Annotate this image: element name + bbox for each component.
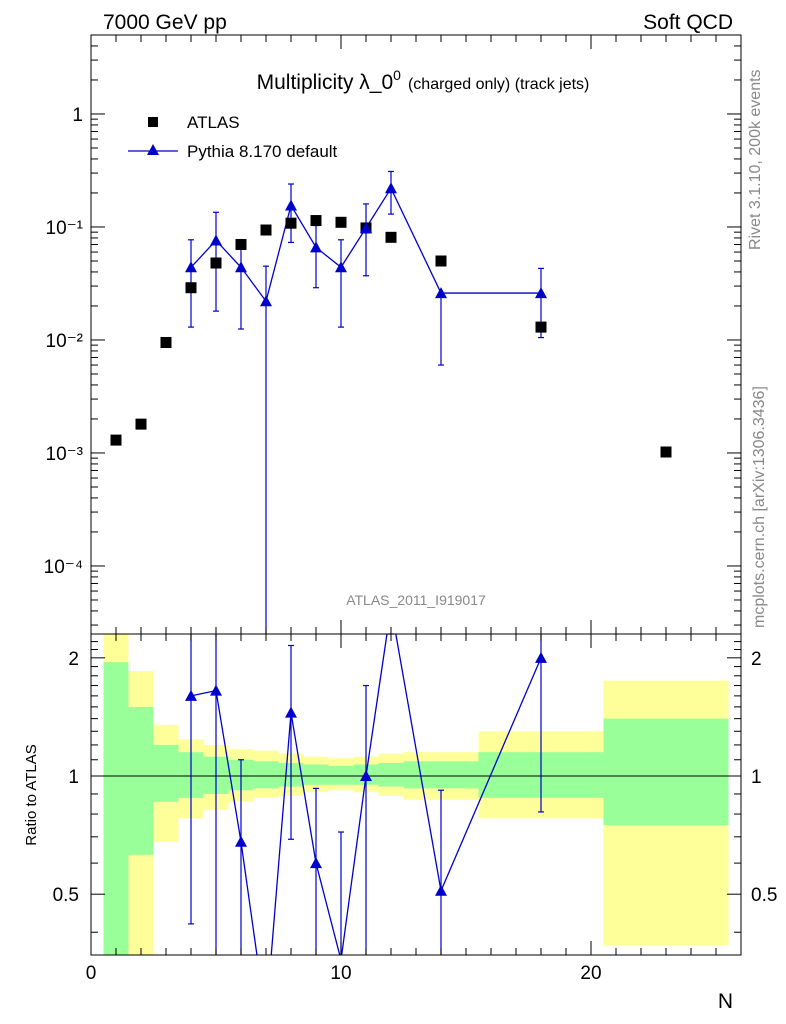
- ratio-y-tick-label-right: 0.5: [751, 885, 777, 906]
- band-inner: [128, 706, 154, 855]
- process-label: Soft QCD: [643, 11, 733, 34]
- mc-data-point: [310, 241, 322, 253]
- band-inner: [378, 762, 404, 787]
- band-inner: [303, 764, 329, 785]
- ratio-data-point: [360, 770, 372, 782]
- chart-title-sub: (charged only) (track jets): [408, 76, 589, 93]
- main-markers: [110, 182, 672, 458]
- mc-data-point: [285, 199, 297, 211]
- mc-errorbars: [188, 170, 544, 634]
- atlas-data-point: [160, 336, 172, 348]
- ratio-data-point: [285, 706, 297, 718]
- atlas-data-point: [185, 282, 197, 294]
- atlas-data-point: [335, 216, 347, 228]
- uncertainty-bands: [103, 634, 729, 955]
- mc-data-point: [435, 287, 447, 299]
- chart-title-sup: 0: [393, 67, 401, 83]
- atlas-data-point: [435, 255, 447, 267]
- mc-data-point: [535, 287, 547, 299]
- ratio-data-point: [310, 857, 322, 869]
- chart-title: Multiplicity λ_00 (charged only) (track j…: [257, 67, 590, 94]
- mc-data-point: [385, 182, 397, 194]
- ratio-y-tick-label: 2: [68, 649, 79, 670]
- atlas-data-point: [235, 238, 247, 250]
- ratio-errorbars: [188, 633, 544, 955]
- ratio-y-tick-label-right: 1: [751, 767, 762, 788]
- chart-title-main: Multiplicity λ_0: [257, 71, 394, 94]
- band-inner: [253, 761, 279, 789]
- mc-data-point: [335, 261, 347, 273]
- main-y-tick-label: 10⁻⁴: [44, 557, 83, 578]
- ratio-frame: [90, 633, 742, 956]
- mc-data-point: [235, 261, 247, 273]
- energy-label: 7000 GeV pp: [103, 11, 227, 34]
- atlas-data-point: [110, 434, 122, 446]
- x-axis-title: N: [718, 990, 733, 1013]
- band-inner: [103, 662, 129, 955]
- mc-data-point: [210, 234, 222, 246]
- ratio-panel: 0.5 0.51 12 20 10 20: [53, 633, 777, 984]
- x-tick-label: 10: [330, 963, 351, 984]
- ratio-data-point: [235, 835, 247, 847]
- mc-data-point: [360, 221, 372, 233]
- main-panel: 10⁻⁴ 10⁻³ 10⁻² 10⁻¹ 1: [44, 34, 742, 634]
- ratio-data-point: [535, 651, 547, 663]
- legend-label-atlas: ATLAS: [187, 113, 240, 132]
- main-axis: 10⁻⁴ 10⁻³ 10⁻² 10⁻¹ 1: [44, 34, 742, 634]
- main-y-tick-label: 1: [72, 105, 83, 126]
- ratio-axis: 0.5 0.51 12 20 10 20: [53, 634, 777, 984]
- band-inner: [603, 718, 729, 826]
- ratio-y-axis-title: Ratio to ATLAS: [23, 744, 40, 845]
- mc-data-point: [185, 261, 197, 273]
- atlas-data-point: [210, 257, 222, 269]
- ratio-y-tick-label-right: 2: [751, 649, 762, 670]
- ratio-y-tick-label: 0.5: [53, 885, 79, 906]
- atlas-data-point: [260, 224, 272, 236]
- legend-marker-pythia: [147, 144, 159, 155]
- band-inner: [403, 761, 479, 789]
- band-inner: [328, 766, 354, 785]
- mcplots-label: mcplots.cern.ch [arXiv:1306.3436]: [751, 386, 768, 628]
- legend-label-pythia: Pythia 8.170 default: [187, 142, 338, 161]
- atlas-data-point: [310, 215, 322, 227]
- band-inner: [153, 744, 179, 802]
- ratio-y-tick-label: 1: [68, 767, 79, 788]
- ratio-markers: [185, 651, 547, 896]
- atlas-data-point: [285, 217, 297, 229]
- main-y-tick-label: 10⁻¹: [46, 218, 84, 239]
- legend: ATLAS Pythia 8.170 default: [128, 113, 338, 161]
- x-tick-label: 20: [580, 963, 601, 984]
- main-y-tick-label: 10⁻³: [46, 444, 84, 465]
- legend-marker-atlas: [148, 117, 158, 127]
- main-y-tick-label: 10⁻²: [46, 331, 84, 352]
- ratio-data-point: [435, 884, 447, 896]
- mc-data-point: [260, 295, 272, 307]
- atlas-data-point: [385, 231, 397, 243]
- atlas-data-point: [135, 418, 147, 430]
- atlas-data-point: [660, 446, 672, 458]
- ratio-data-point: [210, 684, 222, 696]
- ratio-data-point: [185, 689, 197, 701]
- analysis-watermark: ATLAS_2011_I919017: [346, 592, 486, 608]
- atlas-data-point: [535, 321, 547, 333]
- rivet-version-label: Rivet 3.1.10, 200k events: [747, 69, 764, 250]
- x-tick-label: 0: [86, 963, 97, 984]
